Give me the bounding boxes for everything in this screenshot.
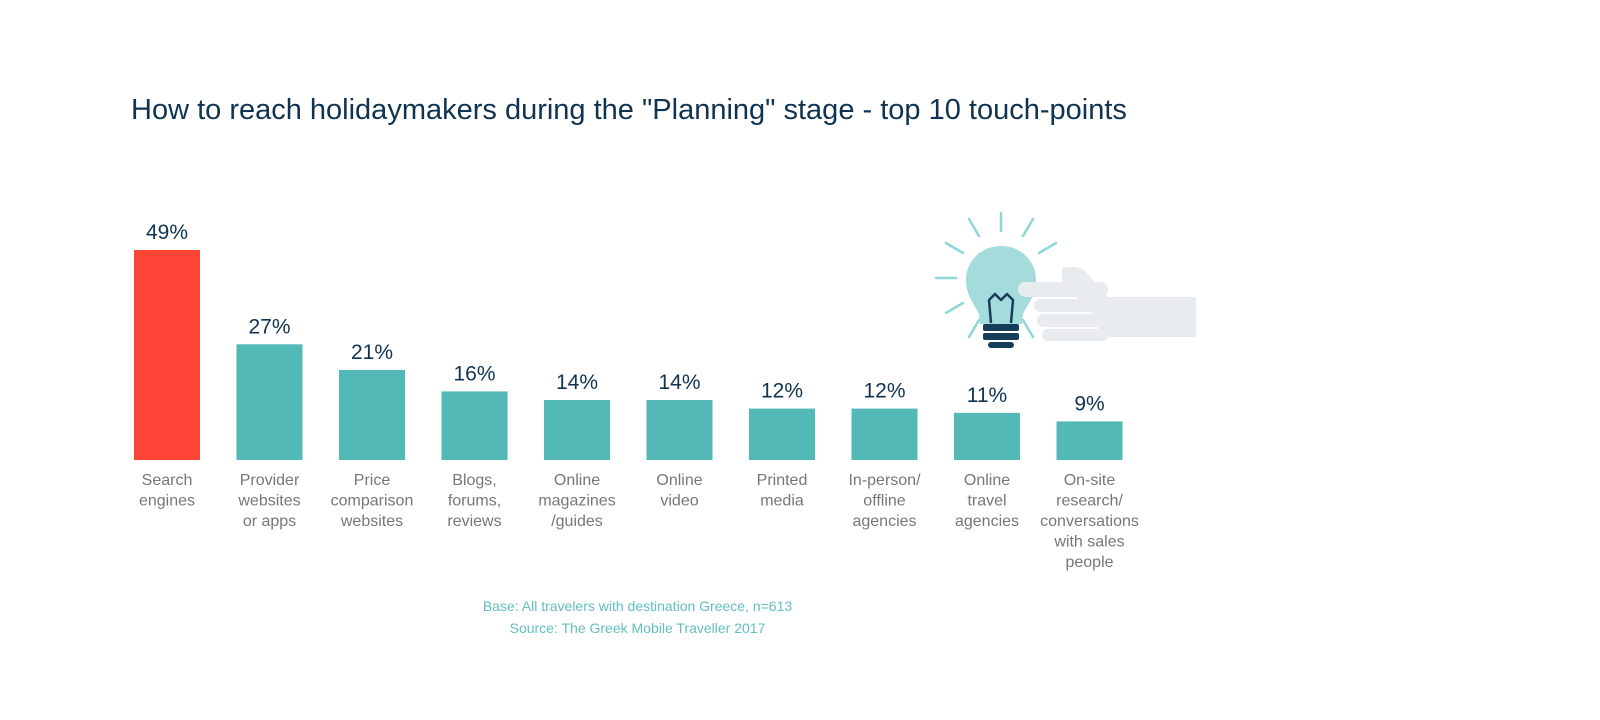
category-label: Online — [554, 472, 600, 489]
bar-3 — [339, 370, 405, 460]
bar-8 — [851, 408, 918, 460]
category-label: agencies — [955, 513, 1019, 530]
bar-6 — [646, 400, 713, 460]
category-label: comparison — [331, 493, 414, 510]
category-label: conversations — [1040, 513, 1139, 530]
value-label: 9% — [1074, 392, 1104, 415]
bar-10 — [1056, 421, 1123, 460]
category-label: media — [760, 493, 804, 510]
bar-2 — [236, 344, 303, 460]
category-label: offline — [863, 493, 906, 510]
category-label: travel — [967, 493, 1006, 510]
category-label: agencies — [852, 513, 916, 530]
footnote-source: Source: The Greek Mobile Traveller 2017 — [509, 620, 766, 636]
category-label: or apps — [243, 513, 296, 530]
bar-1 — [134, 250, 200, 460]
category-label: Online — [656, 472, 702, 489]
category-label: Search — [142, 472, 193, 489]
footnote-base: Base: All travelers with destination Gre… — [482, 598, 793, 614]
value-label: 49% — [146, 221, 188, 244]
bar-7 — [749, 408, 815, 460]
value-label: 16% — [453, 362, 495, 385]
value-label: 21% — [351, 341, 393, 364]
bar-4 — [441, 391, 508, 460]
category-label: video — [660, 493, 698, 510]
value-label: 12% — [761, 380, 803, 403]
value-label: 14% — [556, 371, 598, 394]
category-label: Blogs, — [452, 472, 496, 489]
category-label: In-person/ — [848, 472, 921, 489]
category-label: Online — [964, 472, 1010, 489]
value-label: 27% — [248, 315, 290, 338]
category-label: websites — [237, 493, 300, 510]
bars-group: 49% Search engines 27% Provider websites or ap… — [134, 221, 1139, 571]
category-label: reviews — [447, 513, 501, 530]
value-label: 14% — [658, 371, 700, 394]
bar-9 — [954, 412, 1020, 460]
category-label: On-site — [1064, 472, 1116, 489]
category-label: with sales — [1053, 534, 1124, 551]
category-label: websites — [340, 513, 403, 530]
category-label: Provider — [240, 472, 300, 489]
value-label: 12% — [863, 380, 905, 403]
value-label: 11% — [967, 384, 1007, 407]
category-label: Price — [354, 472, 391, 489]
category-label: Printed — [757, 472, 808, 489]
bar-5 — [544, 400, 610, 460]
category-label: forums, — [448, 493, 501, 510]
chart-title: How to reach holidaymakers during the "P… — [131, 94, 1127, 126]
category-label: engines — [139, 493, 195, 510]
category-label: research/ — [1056, 493, 1123, 510]
category-label: /guides — [551, 513, 603, 530]
category-label: people — [1065, 554, 1113, 571]
category-label: magazines — [538, 493, 615, 510]
lightbulb-with-pointing-hand-icon — [934, 211, 1196, 348]
